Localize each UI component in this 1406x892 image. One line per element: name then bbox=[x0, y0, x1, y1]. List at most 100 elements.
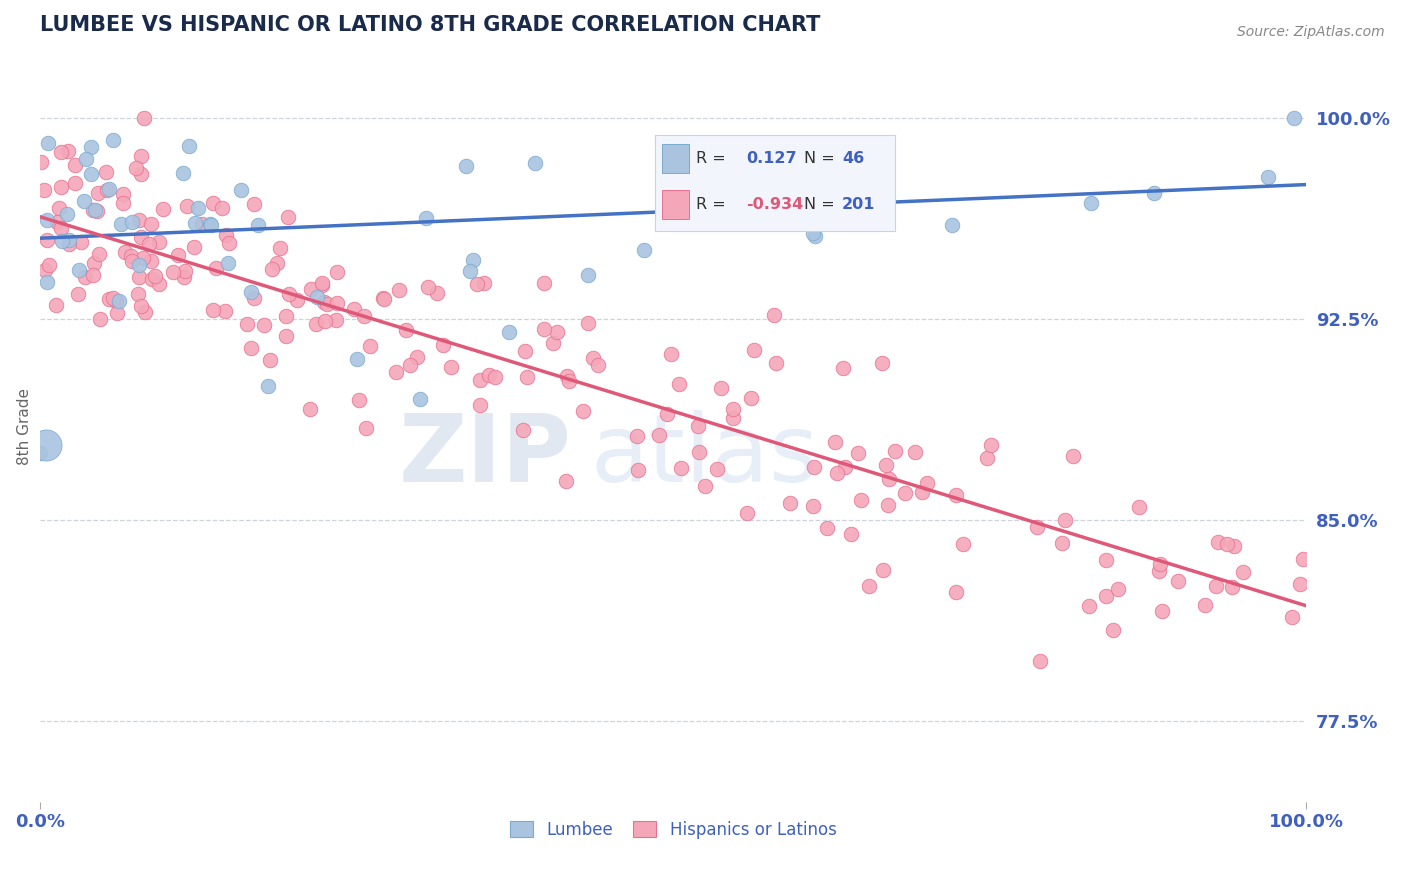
Point bbox=[669, 461, 692, 475]
Point bbox=[498, 325, 520, 339]
Point bbox=[371, 291, 394, 305]
Point bbox=[395, 323, 418, 337]
Point bbox=[262, 262, 284, 277]
Point bbox=[79, 168, 101, 182]
Point bbox=[35, 212, 58, 227]
Text: 46: 46 bbox=[842, 151, 865, 166]
Point bbox=[409, 392, 432, 407]
Point bbox=[276, 310, 298, 324]
Point bbox=[97, 292, 120, 306]
Point bbox=[152, 202, 174, 216]
Point bbox=[35, 233, 58, 247]
Point bbox=[815, 521, 838, 535]
Point bbox=[311, 278, 333, 293]
Point bbox=[626, 429, 648, 443]
Text: R =: R = bbox=[696, 151, 725, 166]
Point bbox=[468, 398, 491, 412]
Point bbox=[131, 149, 153, 163]
Point bbox=[870, 356, 893, 370]
Point bbox=[214, 227, 236, 242]
Point bbox=[456, 159, 478, 173]
Point bbox=[1152, 604, 1174, 618]
Point bbox=[877, 472, 900, 486]
Point bbox=[980, 437, 1002, 451]
Point bbox=[28, 446, 51, 460]
Point bbox=[218, 235, 240, 250]
Point bbox=[86, 203, 108, 218]
Point bbox=[311, 276, 333, 290]
Point bbox=[87, 247, 110, 261]
Point bbox=[48, 201, 70, 215]
Point bbox=[148, 235, 170, 249]
Point bbox=[128, 269, 150, 284]
Point bbox=[779, 496, 801, 510]
Point bbox=[112, 187, 135, 202]
Text: -0.934: -0.934 bbox=[747, 197, 804, 212]
Point bbox=[239, 285, 262, 299]
Legend: Lumbee, Hispanics or Latinos: Lumbee, Hispanics or Latinos bbox=[503, 814, 844, 846]
Point bbox=[269, 241, 291, 255]
Point bbox=[883, 443, 905, 458]
Point bbox=[134, 304, 156, 318]
Point bbox=[353, 309, 375, 323]
Point bbox=[627, 463, 650, 477]
Point bbox=[373, 292, 395, 306]
Point bbox=[533, 322, 555, 336]
Point bbox=[557, 368, 579, 383]
Point bbox=[1220, 580, 1243, 594]
Point bbox=[139, 217, 162, 231]
Point bbox=[285, 293, 308, 307]
Point bbox=[325, 296, 347, 310]
Point bbox=[177, 139, 200, 153]
Point bbox=[326, 265, 349, 279]
Point bbox=[257, 378, 280, 392]
Text: ZIP: ZIP bbox=[399, 410, 572, 502]
Point bbox=[399, 359, 422, 373]
Point bbox=[58, 233, 80, 247]
Point bbox=[484, 369, 506, 384]
Point bbox=[1205, 579, 1227, 593]
Point bbox=[1292, 552, 1315, 566]
Point bbox=[58, 237, 80, 252]
Point bbox=[917, 475, 939, 490]
Point bbox=[73, 194, 96, 208]
Point bbox=[1206, 535, 1229, 549]
Point bbox=[83, 256, 105, 270]
Point bbox=[1167, 574, 1189, 588]
Point bbox=[198, 217, 221, 231]
Point bbox=[214, 303, 236, 318]
Point bbox=[839, 527, 862, 541]
Point bbox=[63, 176, 86, 190]
Text: atlas: atlas bbox=[591, 410, 820, 502]
Point bbox=[461, 252, 484, 267]
Point bbox=[274, 328, 297, 343]
Point bbox=[80, 140, 103, 154]
Point bbox=[952, 537, 974, 551]
Point bbox=[87, 186, 110, 200]
Point bbox=[945, 488, 967, 502]
Point bbox=[67, 287, 90, 301]
Point bbox=[468, 373, 491, 387]
Point bbox=[37, 275, 59, 289]
Point bbox=[314, 314, 336, 328]
Point bbox=[276, 210, 298, 224]
Point bbox=[183, 240, 205, 254]
Point bbox=[387, 283, 409, 297]
Point bbox=[187, 201, 209, 215]
Point bbox=[824, 435, 846, 450]
Point bbox=[458, 263, 481, 277]
Point bbox=[803, 460, 825, 475]
Point bbox=[478, 368, 501, 383]
Point bbox=[299, 282, 322, 296]
Point bbox=[911, 485, 934, 500]
Point bbox=[49, 179, 72, 194]
Point bbox=[524, 156, 547, 170]
Point bbox=[513, 343, 536, 358]
Point bbox=[893, 486, 915, 500]
Point bbox=[801, 226, 824, 240]
Point bbox=[184, 216, 207, 230]
Point bbox=[426, 286, 449, 301]
Point bbox=[976, 450, 998, 465]
Point bbox=[765, 356, 787, 370]
Point bbox=[94, 164, 117, 178]
